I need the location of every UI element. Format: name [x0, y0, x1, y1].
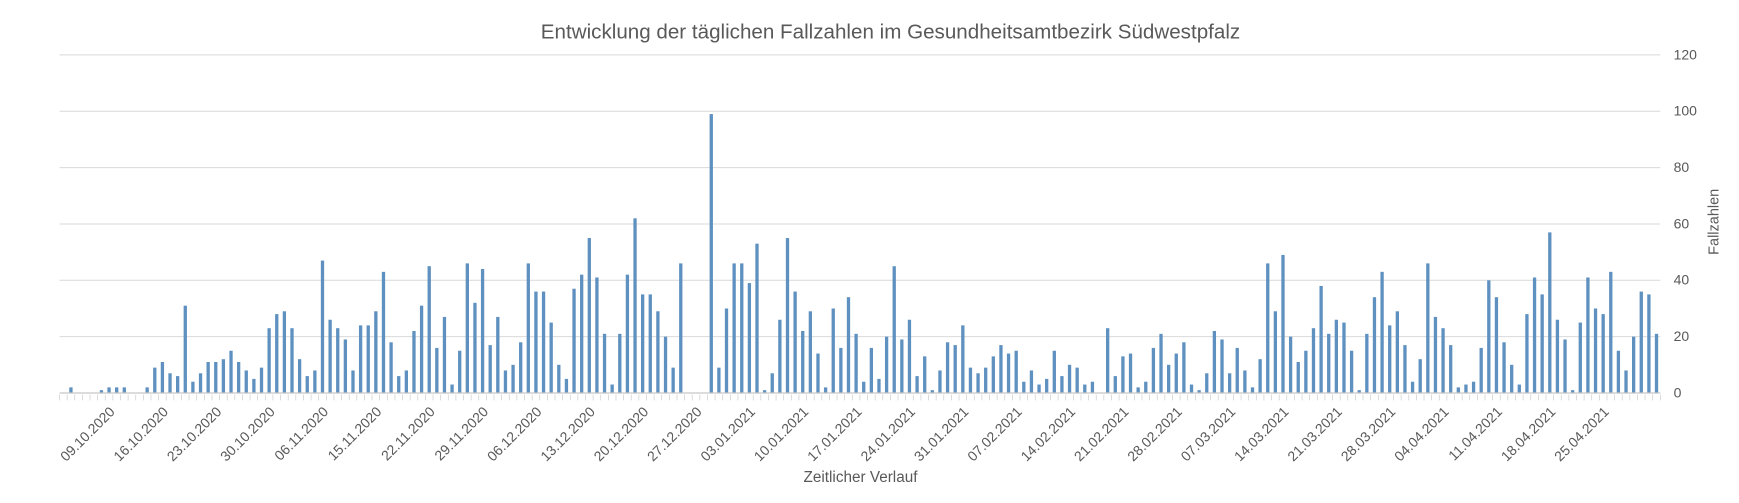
svg-text:60: 60 [1674, 215, 1690, 231]
svg-text:Zeitlicher Verlauf: Zeitlicher Verlauf [804, 469, 919, 486]
svg-text:80: 80 [1674, 159, 1690, 175]
svg-text:Fallzahlen: Fallzahlen [1706, 189, 1722, 255]
svg-text:40: 40 [1674, 272, 1690, 288]
svg-text:Entwicklung der täglichen Fall: Entwicklung der täglichen Fallzahlen im … [541, 21, 1240, 44]
svg-text:20: 20 [1674, 328, 1690, 344]
svg-text:100: 100 [1674, 103, 1698, 119]
svg-text:120: 120 [1674, 46, 1698, 62]
svg-text:0: 0 [1674, 384, 1682, 400]
